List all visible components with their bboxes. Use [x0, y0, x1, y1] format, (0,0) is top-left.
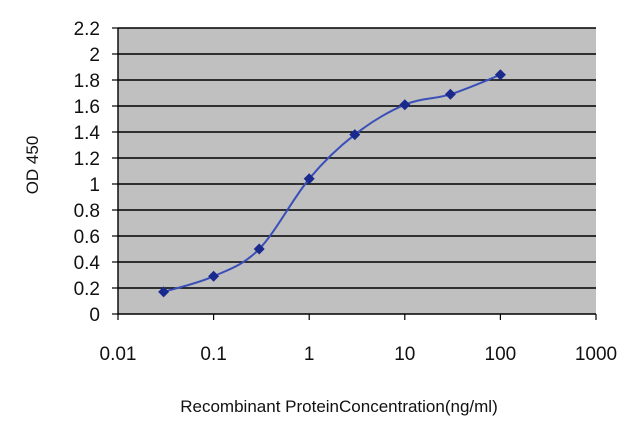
x-tick-label: 10	[394, 344, 415, 365]
y-tick-label: 0.2	[74, 279, 100, 300]
y-tick-label: 1	[89, 175, 100, 196]
data-point	[399, 99, 411, 111]
y-axis-title: OD 450	[23, 136, 42, 195]
x-tick-labels: 0.01 0.1 1 10 100 1000	[100, 344, 618, 365]
data-point	[303, 173, 315, 185]
data-point	[208, 270, 220, 282]
y-tick-label: 2	[89, 45, 100, 66]
data-point	[494, 69, 506, 81]
y-tick-label: 1.6	[74, 97, 100, 118]
data-point	[253, 243, 265, 255]
x-tick-label: 100	[485, 344, 517, 365]
data-point	[158, 286, 170, 298]
y-tick-label: 0	[89, 305, 100, 326]
y-tick-label: 1.4	[74, 123, 101, 144]
series-group	[158, 69, 506, 298]
data-point	[444, 88, 456, 100]
x-tick-label: 0.01	[100, 344, 137, 365]
plot-area	[118, 28, 596, 314]
axes	[112, 27, 597, 320]
x-tick-label: 0.1	[200, 344, 226, 365]
gridlines	[118, 27, 596, 289]
series-line	[163, 73, 501, 293]
x-tick-label: 1	[304, 344, 315, 365]
x-axis-title: Recombinant ProteinConcentration(ng/ml)	[180, 397, 498, 416]
data-point	[349, 129, 361, 141]
y-tick-label: 1.8	[74, 71, 100, 92]
y-tick-label: 0.4	[74, 253, 101, 274]
y-tick-label: 0.8	[74, 201, 100, 222]
x-tick-label: 1000	[575, 344, 617, 365]
y-tick-label: 2.2	[74, 19, 100, 40]
y-tick-labels: 0 0.2 0.4 0.6 0.8 1 1.2 1.4 1.6 1.8 2 2.2	[74, 19, 101, 326]
y-tick-label: 0.6	[74, 227, 100, 248]
y-tick-label: 1.2	[74, 149, 100, 170]
